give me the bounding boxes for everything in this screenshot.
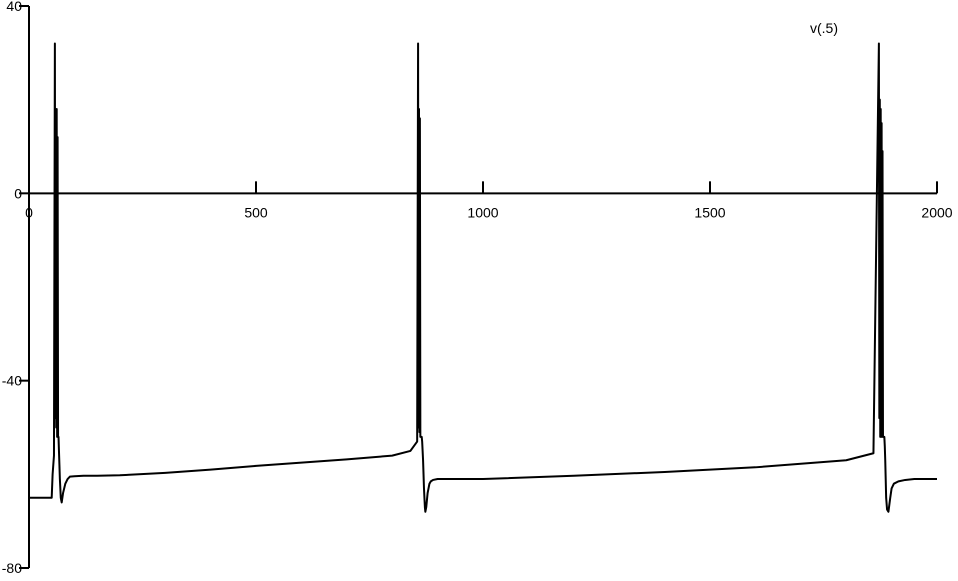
y-tick-label-0: 0 (14, 185, 22, 201)
series-line-v-half (29, 42, 937, 513)
y-tick-label--80: -80 (2, 560, 22, 576)
x-tick-label-1500: 1500 (694, 204, 725, 220)
legend: v(.5) (810, 20, 838, 36)
legend-label-v-half: v(.5) (810, 20, 838, 36)
y-tick-label-40: 40 (6, 0, 22, 14)
series-group (29, 42, 937, 513)
x-tick-label-1000: 1000 (467, 204, 498, 220)
x-tick-label-2000: 2000 (921, 204, 952, 220)
axis-ticks (19, 5, 938, 569)
x-tick-label-500: 500 (244, 204, 268, 220)
x-tick-label-0: 0 (25, 204, 33, 220)
axes (28, 6, 937, 568)
y-tick-label--40: -40 (2, 373, 22, 389)
